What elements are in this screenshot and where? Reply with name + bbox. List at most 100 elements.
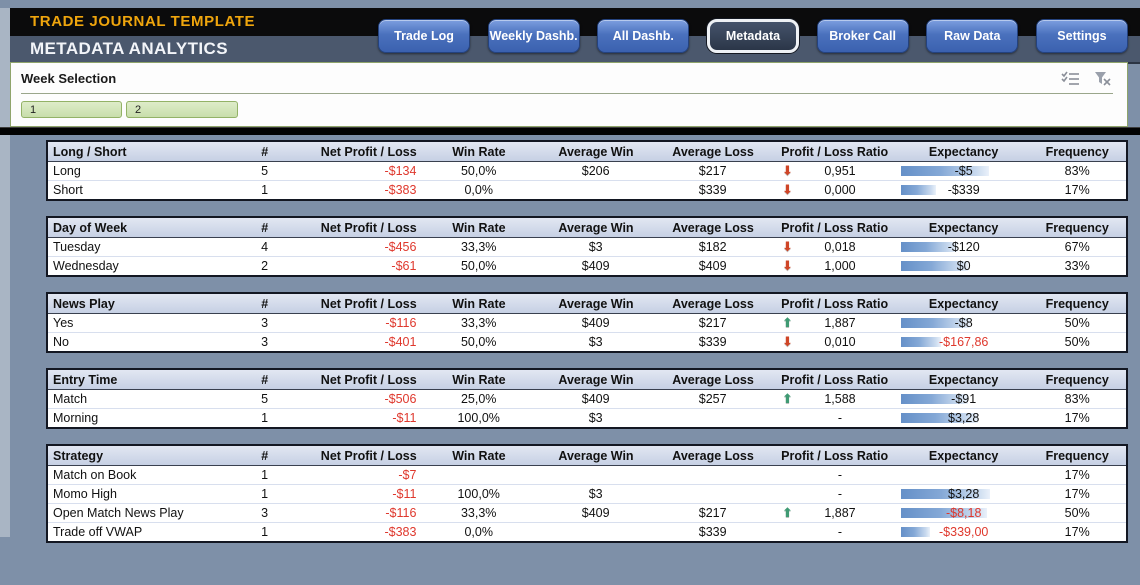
cell-frequency: 83% (1064, 392, 1090, 406)
col-header-count: # (261, 448, 269, 463)
table-title: Entry Time (53, 372, 118, 387)
cell-net-pl: -$134 (384, 164, 417, 178)
cell-frequency: 83% (1064, 164, 1090, 178)
table-header-row: Day of Week # Net Profit / Loss Win Rate… (48, 218, 1126, 238)
col-header-expectancy: Expectancy (928, 144, 999, 159)
multi-select-icon[interactable] (1061, 71, 1080, 86)
cell-win-rate: 33,3% (460, 506, 497, 520)
cell-net-pl: -$11 (392, 411, 417, 425)
expectancy-databar (900, 413, 978, 423)
cell-frequency: 50% (1064, 335, 1090, 349)
row-label: No (53, 335, 69, 349)
row-label: Morning (53, 411, 99, 425)
table-row: Momo High 1 -$11 100,0% $3 - $3,28 17% (48, 484, 1126, 503)
col-header-net-pl: Net Profit / Loss (320, 296, 417, 311)
cell-pl-ratio: - (837, 525, 843, 539)
page-title: METADATA ANALYTICS (30, 39, 228, 58)
cell-pl-ratio: - (837, 468, 843, 482)
cell-expectancy: -$8,18 (899, 506, 1028, 520)
cell-avg-loss: $217 (698, 316, 727, 330)
col-header-avg-win: Average Win (558, 448, 634, 463)
cell-pl-ratio: 0,010 (824, 335, 856, 349)
nav-button-weekly-dashboard[interactable]: Weekly Dashb. (487, 19, 580, 53)
nav-button-all-dashboards[interactable]: All Dashb. (597, 19, 690, 53)
down-arrow-icon: ⬇ (782, 334, 793, 350)
cell-pl-ratio: 0,018 (824, 240, 856, 254)
nav-button-settings[interactable]: Settings (1035, 19, 1128, 53)
cell-count: 4 (261, 240, 269, 254)
cell-count: 1 (261, 183, 269, 197)
cell-count: 1 (261, 468, 269, 482)
week-selection-slicer: Week Selection 1 2 (10, 62, 1128, 127)
table-news-play: News Play # Net Profit / Loss Win Rate A… (46, 292, 1128, 353)
cell-win-rate: 50,0% (460, 259, 497, 273)
cell-expectancy: -$120 (899, 240, 1028, 254)
cell-pl-ratio: 0,000 (824, 183, 856, 197)
table-day-of-week: Day of Week # Net Profit / Loss Win Rate… (46, 216, 1128, 277)
col-header-net-pl: Net Profit / Loss (320, 144, 417, 159)
table-row: No 3 -$401 50,0% $3 $339 ⬇ 0,010 -$167,86… (48, 332, 1126, 351)
col-header-win-rate: Win Rate (452, 296, 506, 311)
col-header-count: # (261, 220, 269, 235)
col-header-avg-loss: Average Loss (672, 296, 754, 311)
cell-win-rate: 100,0% (457, 411, 500, 425)
table-title: Long / Short (53, 144, 127, 159)
col-header-net-pl: Net Profit / Loss (320, 448, 417, 463)
cell-frequency: 50% (1064, 506, 1090, 520)
nav-button-broker-call[interactable]: Broker Call (816, 19, 909, 53)
slicer-item-week-1[interactable]: 1 (21, 101, 122, 118)
cell-net-pl: -$116 (385, 316, 417, 330)
nav-button-trade-log[interactable]: Trade Log (378, 19, 470, 53)
cell-avg-win: $3 (588, 487, 603, 501)
table-row: Trade off VWAP 1 -$383 0,0% $339 - -$339… (48, 522, 1126, 541)
col-header-frequency: Frequency (1045, 448, 1109, 463)
cell-frequency: 17% (1064, 183, 1090, 197)
cell-avg-win: $3 (588, 335, 603, 349)
expectancy-databar (900, 489, 991, 499)
cell-win-rate: 0,0% (464, 525, 493, 539)
cell-avg-loss: $257 (698, 392, 727, 406)
nav-button-metadata[interactable]: Metadata (706, 19, 799, 53)
row-label: Yes (53, 316, 74, 330)
cell-frequency: 17% (1064, 525, 1090, 539)
cell-count: 1 (261, 487, 269, 501)
cell-net-pl: -$11 (392, 487, 417, 501)
col-header-avg-loss: Average Loss (672, 448, 754, 463)
clear-filter-icon[interactable] (1094, 71, 1111, 86)
col-header-avg-loss: Average Loss (672, 144, 754, 159)
expectancy-databar (900, 527, 930, 537)
cell-expectancy: -$339 (899, 183, 1028, 197)
expectancy-databar (900, 508, 988, 518)
row-label: Wednesday (53, 259, 119, 273)
row-label: Trade off VWAP (53, 525, 143, 539)
cell-win-rate: 33,3% (460, 240, 497, 254)
cell-win-rate: 25,0% (460, 392, 497, 406)
table-long-short: Long / Short # Net Profit / Loss Win Rat… (46, 140, 1128, 201)
cell-pl-ratio: 0,951 (824, 164, 856, 178)
expectancy-databar (900, 185, 937, 195)
expectancy-databar (900, 261, 969, 271)
cell-avg-loss: $339 (698, 525, 727, 539)
cell-count: 1 (261, 525, 269, 539)
cell-net-pl: -$383 (384, 525, 417, 539)
col-header-avg-win: Average Win (558, 372, 634, 387)
col-header-pl-ratio: Profit / Loss Ratio (781, 144, 889, 159)
table-row: Match 5 -$506 25,0% $409 $257 ⬆ 1,588 -$9… (48, 390, 1126, 408)
cell-expectancy: -$91 (899, 392, 1028, 406)
cell-frequency: 67% (1064, 240, 1090, 254)
col-header-expectancy: Expectancy (928, 448, 999, 463)
cell-pl-ratio: - (837, 487, 843, 501)
col-header-avg-loss: Average Loss (672, 220, 754, 235)
cell-win-rate: 50,0% (460, 335, 497, 349)
cell-count: 5 (261, 392, 269, 406)
cell-pl-ratio: 1,887 (824, 316, 856, 330)
slicer-item-week-2[interactable]: 2 (126, 101, 238, 118)
nav-button-raw-data[interactable]: Raw Data (926, 19, 1019, 53)
col-header-net-pl: Net Profit / Loss (320, 220, 417, 235)
cell-win-rate: 33,3% (460, 316, 497, 330)
row-label: Tuesday (53, 240, 101, 254)
cell-net-pl: -$506 (384, 392, 417, 406)
cell-expectancy: -$5 (899, 164, 1028, 178)
col-header-avg-win: Average Win (558, 220, 634, 235)
app-title: TRADE JOURNAL TEMPLATE (30, 13, 256, 30)
